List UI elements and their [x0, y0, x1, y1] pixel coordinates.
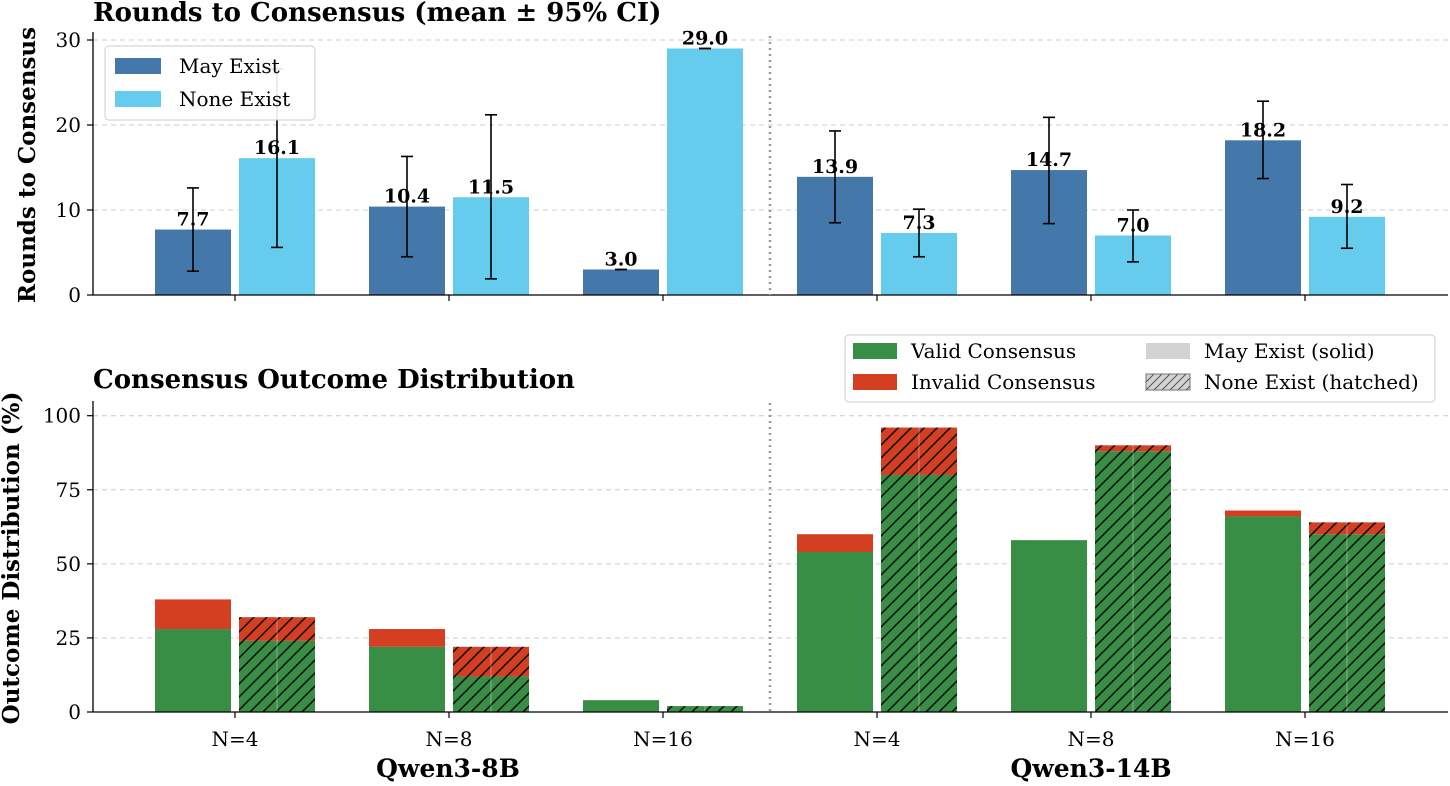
outcome-ytick-label: 0 — [68, 700, 81, 724]
legend-label-valid: Valid Consensus — [910, 339, 1076, 363]
outcome-xtick-label: N=16 — [633, 727, 693, 751]
outcome-bar-hatch — [239, 617, 315, 712]
outcome-bar-valid — [1225, 516, 1301, 712]
rounds-ytick-label: 0 — [68, 283, 81, 307]
outcome-bar-valid — [155, 629, 231, 712]
legend-swatch-solid — [1146, 343, 1190, 359]
rounds-data-label: 9.2 — [1330, 196, 1363, 218]
outcome-bar-invalid — [1225, 510, 1301, 517]
rounds-data-label: 29.0 — [682, 28, 728, 50]
outcome-bar-invalid — [369, 629, 445, 647]
outcome-chart-bars — [155, 427, 1385, 712]
rounds-chart-xticks — [234, 295, 1306, 301]
legend-label-may-exist: May Exist — [179, 54, 280, 78]
legend-label-solid: May Exist (solid) — [1204, 339, 1375, 363]
outcome-xtick-label: N=4 — [212, 727, 259, 751]
rounds-data-label: 16.1 — [254, 137, 300, 159]
rounds-chart-data-labels: 7.7 16.1 10.4 11.5 3.0 29.0 13.9 7.3 14.7 7.0 18.2… — [176, 28, 1363, 271]
rounds-ytick-label: 30 — [56, 28, 81, 52]
rounds-data-label: 18.2 — [1240, 119, 1286, 141]
rounds-data-label: 7.3 — [902, 212, 935, 234]
rounds-chart-errorbars — [187, 47, 1353, 280]
rounds-chart-yticks: 0 10 20 30 — [56, 28, 93, 307]
rounds-data-label: 13.9 — [812, 156, 858, 178]
rounds-chart-ylabel: Rounds to Consensus — [14, 27, 41, 303]
rounds-bar-may-exist — [583, 269, 659, 295]
outcome-bar-valid — [1011, 540, 1087, 712]
outcome-xtick-label: N=4 — [854, 727, 901, 751]
outcome-ytick-label: 50 — [56, 552, 81, 576]
outcome-bar-hatch — [667, 706, 743, 712]
rounds-bar-none-exist — [667, 48, 743, 295]
outcome-xtick-label: N=16 — [1275, 727, 1335, 751]
outcome-bar-invalid — [155, 599, 231, 630]
rounds-data-label: 7.7 — [176, 209, 209, 231]
rounds-data-label: 11.5 — [468, 176, 514, 198]
legend-label-invalid: Invalid Consensus — [911, 370, 1096, 394]
outcome-bar-hatch — [881, 427, 957, 712]
outcome-bar-valid — [797, 551, 873, 712]
outcome-bar-valid — [369, 646, 445, 712]
legend-swatch-none-exist — [115, 91, 161, 107]
outcome-legend-box — [844, 334, 1436, 403]
outcome-bar-hatch — [1095, 445, 1171, 712]
outcome-bar-invalid — [797, 534, 873, 552]
outcome-chart-ylabel: Outcome Distribution (%) — [0, 392, 25, 725]
rounds-data-label: 3.0 — [604, 249, 637, 271]
outcome-chart-title: Consensus Outcome Distribution — [93, 365, 575, 395]
legend-swatch-hatched-pattern — [1146, 374, 1190, 390]
legend-label-hatched: None Exist (hatched) — [1204, 370, 1419, 394]
outcome-chart-xticks: N=4 N=8 N=16 N=4 N=8 N=16 — [212, 712, 1335, 751]
group-label-qwen3-8b: Qwen3-8B — [376, 754, 520, 783]
outcome-ytick-label: 75 — [56, 478, 81, 502]
legend-swatch-valid — [853, 343, 897, 359]
rounds-data-label: 10.4 — [384, 186, 430, 208]
outcome-xtick-label: N=8 — [426, 727, 473, 751]
outcome-ytick-label: 25 — [56, 626, 81, 650]
outcome-chart-yticks: 0 25 50 75 100 — [43, 404, 93, 724]
rounds-ytick-label: 20 — [56, 113, 81, 137]
outcome-ytick-label: 100 — [43, 404, 81, 428]
outcome-bar-hatch — [453, 646, 529, 712]
legend-swatch-may-exist — [115, 58, 161, 74]
outcome-bar-valid — [583, 700, 659, 712]
legend-label-none-exist: None Exist — [179, 87, 290, 111]
rounds-chart-legend: May Exist None Exist — [104, 45, 316, 121]
rounds-chart: Rounds to Consensus (mean ± 95% CI) Roun… — [14, 0, 1448, 307]
rounds-data-label: 7.0 — [1116, 215, 1149, 237]
legend-swatch-invalid — [853, 374, 897, 390]
outcome-chart-legend: Valid Consensus Invalid Consensus May Ex… — [844, 334, 1436, 403]
rounds-chart-title: Rounds to Consensus (mean ± 95% CI) — [93, 0, 661, 28]
outcome-bar-hatch — [1309, 522, 1385, 712]
outcome-chart: Consensus Outcome Distribution Outcome D… — [0, 334, 1448, 783]
group-label-qwen3-14b: Qwen3-14B — [1010, 754, 1171, 783]
rounds-ytick-label: 10 — [56, 198, 81, 222]
rounds-data-label: 14.7 — [1026, 149, 1072, 171]
outcome-xtick-label: N=8 — [1068, 727, 1115, 751]
